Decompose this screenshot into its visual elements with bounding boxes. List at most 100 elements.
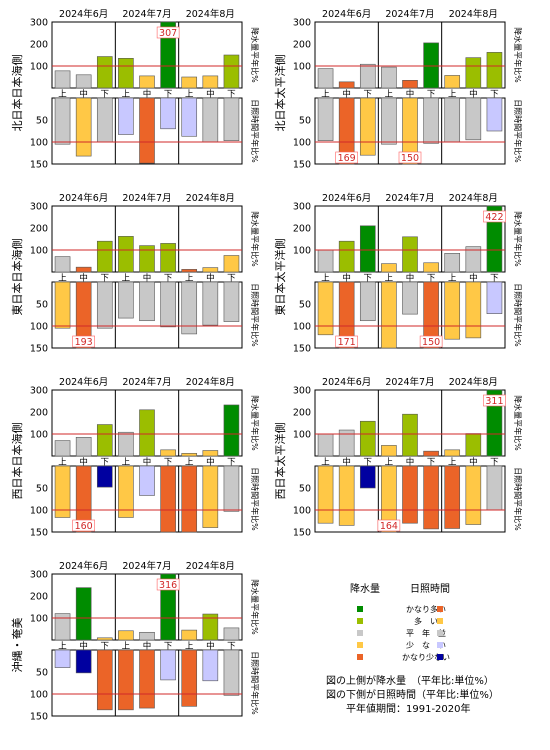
precip-bar <box>118 431 134 457</box>
month-header: 2024年6月 <box>59 8 108 20</box>
sun-tick-label: 50 <box>299 300 311 311</box>
sun-tick-label: 150 <box>293 160 311 171</box>
dekad-label: 下 <box>101 90 110 100</box>
dekad-label: 下 <box>427 90 436 100</box>
dekad-label: 上 <box>122 274 131 284</box>
precip-bar <box>423 450 439 457</box>
sun-bar <box>54 97 71 145</box>
precip-bar <box>359 225 376 273</box>
dekad-label: 中 <box>342 273 351 284</box>
precip-value-label: 316 <box>159 580 177 591</box>
sun-value-label: 160 <box>75 521 93 532</box>
dekad-label: 上 <box>385 274 394 284</box>
sun-value-label: 164 <box>380 521 398 532</box>
sun-bar <box>381 465 397 533</box>
dekad-label: 上 <box>185 458 194 468</box>
month-header: 2024年6月 <box>59 560 108 572</box>
legend-swatch-sun <box>437 642 443 648</box>
sun-value-box <box>72 335 95 348</box>
sun-value-label: 150 <box>401 153 419 164</box>
sun-bar <box>96 465 113 488</box>
precip-bar <box>381 445 397 457</box>
sun-bar <box>75 649 92 674</box>
sun-tick-label: 50 <box>36 116 48 127</box>
precip-bar <box>181 453 198 457</box>
sun-value-label: 169 <box>338 153 356 164</box>
sun-axis-label: 日照時間平年比% <box>513 283 523 347</box>
dekad-label: 中 <box>406 273 415 284</box>
precip-bar <box>54 70 71 89</box>
sun-axis-label: 日照時間平年比% <box>250 283 260 347</box>
dekad-label: 下 <box>490 458 499 468</box>
sun-bar <box>423 97 439 144</box>
month-header: 2024年7月 <box>385 192 434 204</box>
precip-bar <box>223 404 240 457</box>
sun-bar <box>54 465 71 518</box>
legend-item-very-high: かなり多い <box>326 604 526 616</box>
precip-tick-label: 100 <box>293 62 311 73</box>
precip-bar <box>423 262 439 273</box>
precip-value-box <box>156 578 180 591</box>
precip-bar <box>54 613 71 641</box>
sun-bar <box>381 97 397 145</box>
precip-bar <box>223 627 240 641</box>
sun-value-box <box>335 151 358 164</box>
sun-bar <box>423 465 439 530</box>
precip-tick-label: 300 <box>293 202 311 213</box>
precip-bar <box>423 42 439 89</box>
dekad-label: 上 <box>321 90 330 100</box>
dekad-label: 上 <box>58 90 67 100</box>
sun-bar <box>359 465 376 489</box>
precip-bar <box>465 246 482 273</box>
sun-tick-label: 50 <box>299 484 311 495</box>
sun-bar <box>486 281 503 314</box>
dekad-label: 中 <box>206 641 215 652</box>
precip-bar <box>118 236 134 273</box>
precip-tick-label: 100 <box>30 62 48 73</box>
sun-bar <box>96 97 113 143</box>
dekad-label: 中 <box>342 89 351 100</box>
precip-bar <box>465 57 482 89</box>
dekad-label: 中 <box>143 457 152 468</box>
dekad-label: 中 <box>206 89 215 100</box>
sun-bar <box>338 465 355 526</box>
precip-tick-label: 300 <box>30 18 48 29</box>
precip-bar <box>118 630 134 641</box>
sun-bar <box>223 465 240 512</box>
sun-bar <box>54 281 71 329</box>
legend-swatch-precip <box>357 654 363 660</box>
sun-bar <box>486 465 503 511</box>
precip-value-box <box>483 394 506 407</box>
sun-tick-label: 100 <box>293 506 311 517</box>
legend-item-high: 多 い <box>326 616 526 628</box>
precip-tick-label: 100 <box>293 430 311 441</box>
precip-tick-label: 200 <box>293 408 311 419</box>
precip-tick-label: 200 <box>30 592 48 603</box>
dekad-label: 上 <box>448 458 457 468</box>
month-header: 2024年8月 <box>186 560 235 572</box>
dekad-label: 中 <box>79 89 88 100</box>
precip-bar <box>444 253 461 273</box>
precip-bar <box>181 269 198 273</box>
sun-bar <box>202 281 219 326</box>
precip-bar <box>381 66 397 89</box>
sun-value-box <box>72 519 95 532</box>
dekad-label: 中 <box>342 457 351 468</box>
precip-bar <box>338 81 355 89</box>
precip-bar <box>381 263 397 273</box>
panel-title: 北日本太平洋側 <box>273 55 287 132</box>
dekad-label: 上 <box>58 642 67 652</box>
sun-bar <box>402 465 418 524</box>
precip-axis-label: 降水量平年比% <box>513 211 523 267</box>
dekad-label: 上 <box>321 458 330 468</box>
month-header: 2024年6月 <box>322 8 371 20</box>
sun-bar <box>118 97 134 135</box>
dekad-label: 上 <box>448 90 457 100</box>
legend-note-sun: 図の下側が日照時間（平年比:単位%） <box>326 690 499 701</box>
sun-tick-label: 100 <box>30 506 48 517</box>
precip-bar <box>160 243 176 273</box>
precip-bar <box>444 75 461 89</box>
dekad-label: 中 <box>79 457 88 468</box>
